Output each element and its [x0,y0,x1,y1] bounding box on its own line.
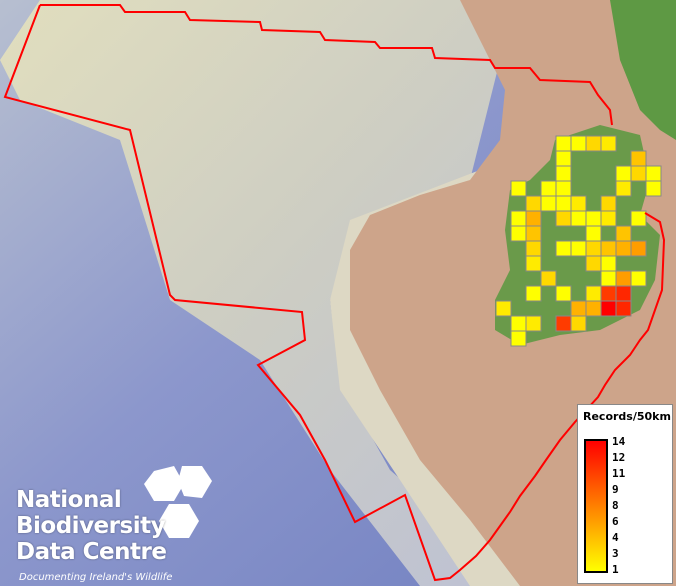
boundary-line [40,4,613,126]
grid-cell[interactable] [555,240,572,257]
grid-cell[interactable] [585,300,602,317]
grid-cell[interactable] [600,135,617,152]
logo-line-2: Biodiversity [16,513,166,539]
grid-cell[interactable] [600,300,617,317]
grid-cell[interactable] [630,150,647,167]
grid-cell[interactable] [555,315,572,332]
logo-tagline: Documenting Ireland's Wildlife [19,572,173,583]
continental-shelf [0,0,520,586]
grid-cell[interactable] [630,270,647,287]
grid-cell[interactable] [525,315,542,332]
grid-cell[interactable] [525,240,542,257]
grid-cell[interactable] [570,195,587,212]
records-grid [495,135,662,347]
grid-cell[interactable] [570,210,587,227]
logo-line-3: Data Centre [16,539,167,565]
grid-cell[interactable] [555,195,572,212]
grid-cell[interactable] [510,180,527,197]
grid-cell[interactable] [600,285,617,302]
grid-cell[interactable] [615,225,632,242]
grid-cell[interactable] [555,135,572,152]
grid-cell[interactable] [555,180,572,197]
grid-cell[interactable] [645,180,662,197]
legend-tick: 14 [612,435,626,448]
grid-cell[interactable] [615,165,632,182]
grid-cell[interactable] [615,285,632,302]
grid-cell[interactable] [585,240,602,257]
grid-cell[interactable] [585,285,602,302]
grid-cell[interactable] [570,315,587,332]
grid-cell[interactable] [630,210,647,227]
grid-cell[interactable] [600,195,617,212]
grid-cell[interactable] [600,270,617,287]
grid-cell[interactable] [585,135,602,152]
grid-cell[interactable] [510,315,527,332]
grid-cell[interactable] [525,285,542,302]
grid-cell[interactable] [540,180,557,197]
grid-cell[interactable] [600,240,617,257]
grid-cell[interactable] [600,255,617,272]
logo-line-1: National [16,487,122,513]
grid-cell[interactable] [630,240,647,257]
boundary-line-south [3,4,666,582]
legend-tick: 8 [612,499,619,512]
legend-tick: 9 [612,483,619,496]
grid-cell[interactable] [555,210,572,227]
grid-cell[interactable] [570,240,587,257]
grid-cell[interactable] [555,285,572,302]
legend-tick: 6 [612,515,619,528]
legend-color-ramp [584,439,608,573]
legend-title: Records/50km [583,410,671,423]
legend-tick: 11 [612,467,626,480]
grid-cell[interactable] [570,300,587,317]
grid-cell[interactable] [600,210,617,227]
legend-tick: 4 [612,531,619,544]
grid-cell[interactable] [615,300,632,317]
grid-cell[interactable] [585,255,602,272]
grid-cell[interactable] [645,165,662,182]
grid-cell[interactable] [615,180,632,197]
grid-cell[interactable] [510,225,527,242]
grid-cell[interactable] [555,165,572,182]
grid-cell[interactable] [615,240,632,257]
grid-cell[interactable] [570,135,587,152]
legend-tick: 12 [612,451,626,464]
grid-cell[interactable] [525,210,542,227]
grid-cell[interactable] [630,165,647,182]
grid-cell[interactable] [555,150,572,167]
legend: Records/50km 14 12 11 9 8 6 4 3 1 [577,404,673,584]
grid-cell[interactable] [540,270,557,287]
legend-tick: 1 [612,563,619,576]
grid-cell[interactable] [585,225,602,242]
grid-cell[interactable] [525,255,542,272]
grid-cell[interactable] [510,330,527,347]
great-britain-land [610,0,676,140]
grid-cell[interactable] [540,195,557,212]
grid-cell[interactable] [585,210,602,227]
grid-cell[interactable] [495,300,512,317]
logo-hexagon-icon [144,466,212,538]
legend-tick: 3 [612,547,619,560]
grid-cell[interactable] [525,195,542,212]
grid-cell[interactable] [615,270,632,287]
grid-cell[interactable] [525,225,542,242]
grid-cell[interactable] [510,210,527,227]
